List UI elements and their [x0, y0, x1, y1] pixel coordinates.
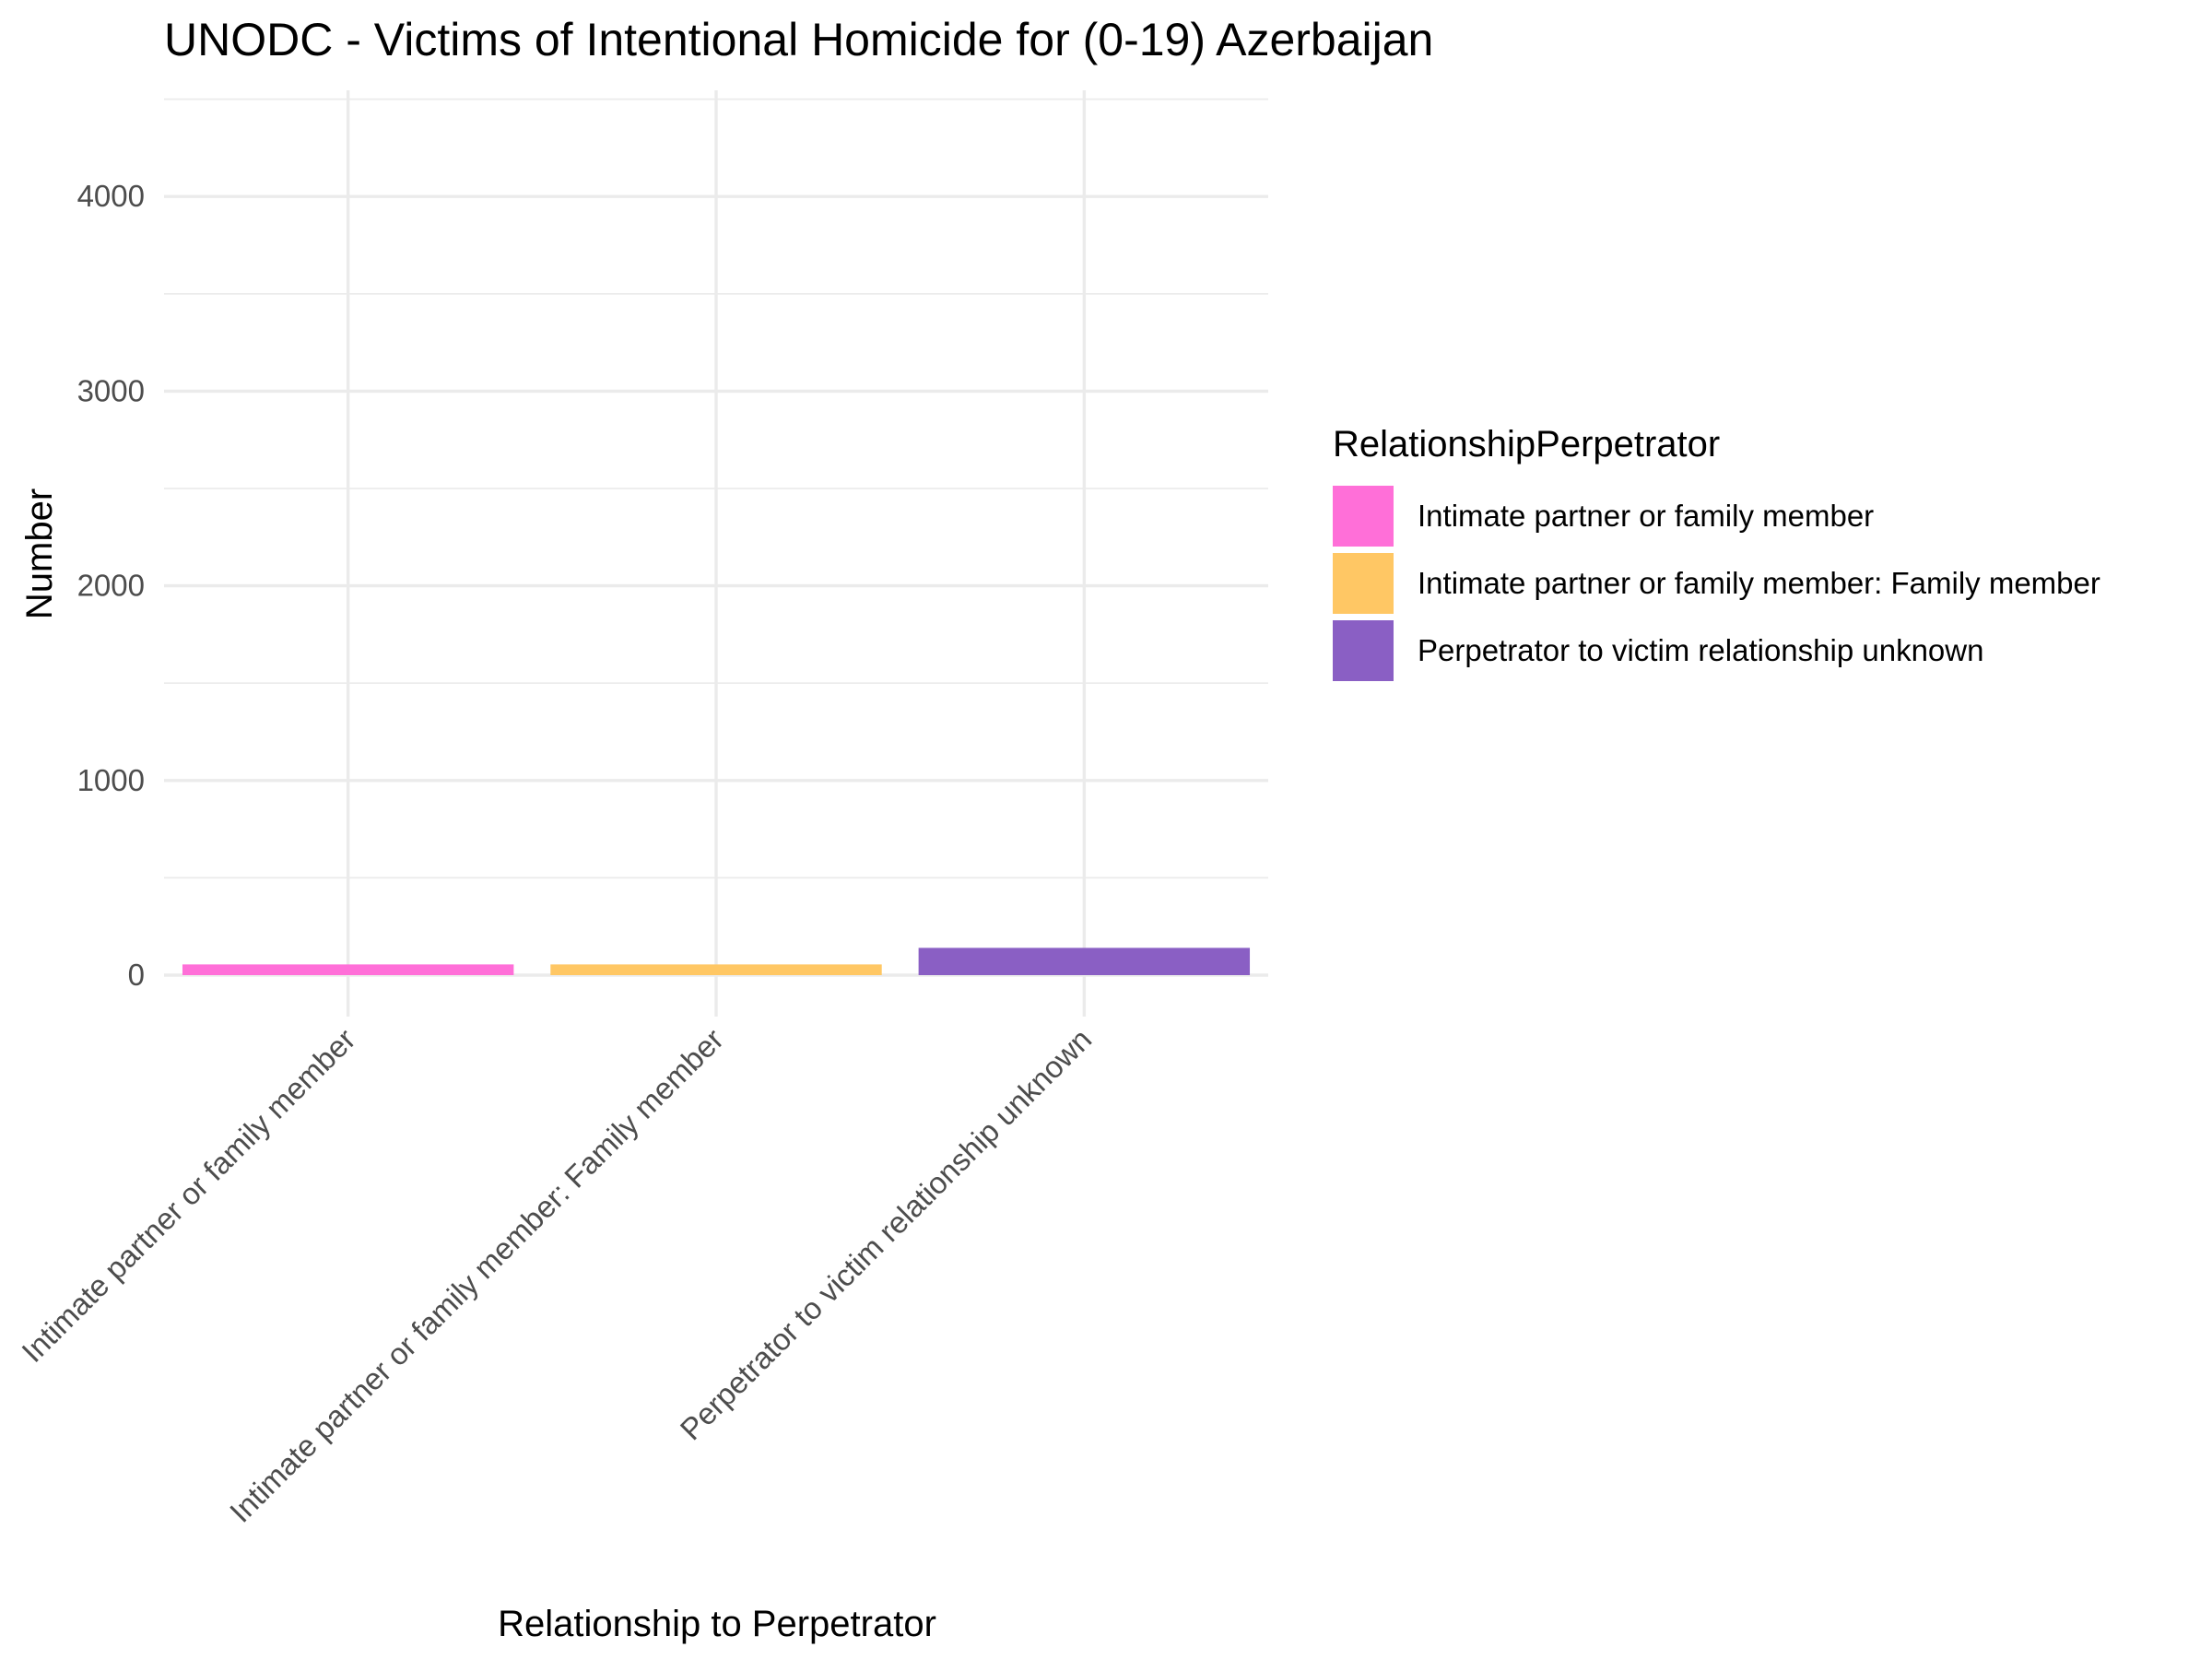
- bar: [918, 947, 1251, 975]
- legend-label: Perpetrator to victim relationship unkno…: [1418, 633, 1983, 667]
- y-axis-title: Number: [19, 488, 60, 619]
- y-tick-label: 2000: [77, 569, 145, 603]
- x-axis-title: Relationship to Perpetrator: [498, 1604, 936, 1644]
- y-tick-labels: 0 1000 2000 3000 4000: [77, 179, 145, 992]
- y-tick-label: 0: [128, 958, 145, 992]
- bar: [182, 964, 514, 975]
- legend: RelationshipPerpetrator Intimate partner…: [1333, 424, 2100, 681]
- chart-title: UNODC - Victims of Intentional Homicide …: [164, 14, 1433, 65]
- legend-key: [1333, 553, 1394, 614]
- legend-label: Intimate partner or family member: Famil…: [1418, 566, 2100, 600]
- x-tick-label: Perpetrator to victim relationship unkno…: [674, 1022, 1099, 1447]
- x-tick-labels: Intimate partner or family memberIntimat…: [15, 1022, 1098, 1529]
- bars: [182, 947, 1251, 975]
- legend-key: [1333, 620, 1394, 681]
- y-tick-label: 3000: [77, 373, 145, 407]
- legend-key: [1333, 486, 1394, 547]
- y-tick-label: 1000: [77, 763, 145, 797]
- legend-label: Intimate partner or family member: [1418, 499, 1874, 533]
- gridlines: [164, 90, 1268, 1017]
- bar: [550, 964, 882, 975]
- legend-title: RelationshipPerpetrator: [1333, 424, 1720, 465]
- y-tick-label: 4000: [77, 179, 145, 213]
- x-tick-label: Intimate partner or family member: [15, 1022, 361, 1369]
